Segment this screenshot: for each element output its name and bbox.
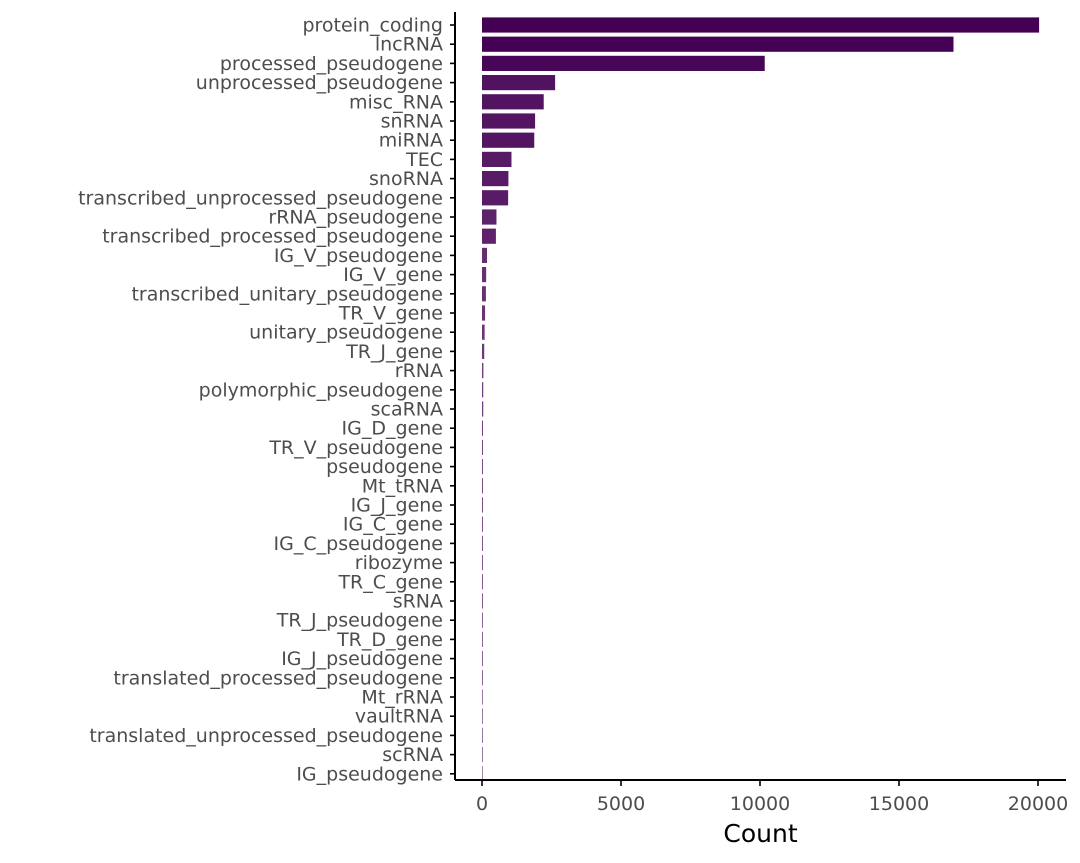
bar-IG_D_gene: [482, 420, 483, 436]
category-label: translated_processed_pseudogene: [113, 667, 443, 689]
category-label: TR_J_pseudogene: [276, 610, 443, 632]
bar-IG_V_pseudogene: [482, 247, 488, 263]
bar-ribozyme: [482, 555, 483, 571]
category-label: ribozyme: [355, 552, 443, 574]
category-label: vaultRNA: [355, 706, 443, 728]
category-label: lncRNA: [375, 34, 443, 56]
bar-TR_V_pseudogene: [482, 439, 483, 455]
bar-TR_C_gene: [482, 574, 483, 590]
x-tick-label: 15000: [869, 793, 929, 815]
bar-transcribed_processed_pseudogene: [482, 228, 496, 244]
bar-IG_C_pseudogene: [482, 535, 483, 551]
category-label: rRNA_pseudogene: [268, 207, 443, 229]
x-tick-label: 0: [476, 793, 488, 815]
x-tick-label: 5000: [597, 793, 645, 815]
category-label: TR_C_gene: [337, 571, 443, 593]
bar-IG_J_gene: [482, 497, 483, 513]
bar-rRNA_pseudogene: [482, 209, 497, 225]
bar-IG_pseudogene: [482, 766, 483, 782]
bar-translated_processed_pseudogene: [482, 670, 483, 686]
category-label: transcribed_processed_pseudogene: [102, 226, 443, 248]
category-label: protein_coding: [302, 15, 443, 37]
category-label: Mt_rRNA: [361, 687, 443, 709]
category-label: TR_J_gene: [345, 341, 443, 363]
bar-pseudogene: [482, 459, 483, 475]
bar-lncRNA: [482, 36, 954, 52]
bar-snoRNA: [482, 171, 509, 187]
category-label: snoRNA: [369, 168, 443, 190]
x-tick-label: 10000: [730, 793, 790, 815]
category-label: pseudogene: [326, 456, 443, 478]
bar-rRNA: [482, 363, 484, 379]
bar-protein_coding: [482, 17, 1040, 33]
category-label: TEC: [405, 149, 443, 171]
x-axis-title: Count: [723, 819, 797, 848]
bar-scaRNA: [482, 401, 484, 417]
category-label: IG_C_pseudogene: [274, 533, 443, 555]
bar-Mt_rRNA: [482, 689, 483, 705]
category-label: misc_RNA: [349, 91, 443, 113]
bar-TR_V_gene: [482, 305, 486, 321]
category-label: TR_V_gene: [338, 303, 443, 325]
category-label: Mt_tRNA: [362, 475, 443, 497]
bar-TEC: [482, 151, 512, 167]
category-label: scaRNA: [371, 399, 443, 421]
bar-miRNA: [482, 132, 535, 148]
category-label: miRNA: [379, 130, 443, 152]
category-label: polymorphic_pseudogene: [199, 379, 443, 401]
bar-scRNA: [482, 747, 483, 763]
bar-IG_C_gene: [482, 516, 483, 532]
category-label: IG_pseudogene: [296, 763, 443, 785]
bar-translated_unprocessed_pseudogene: [482, 727, 483, 743]
category-labels-group: protein_codinglncRNAprocessed_pseudogene…: [78, 15, 455, 785]
category-label: rRNA: [395, 360, 443, 382]
bar-polymorphic_pseudogene: [482, 382, 484, 398]
bar-TR_D_gene: [482, 631, 483, 647]
category-label: snRNA: [381, 111, 443, 133]
category-label: IG_D_gene: [342, 418, 443, 440]
bar-unitary_pseudogene: [482, 324, 485, 340]
bar-unprocessed_pseudogene: [482, 75, 556, 91]
x-tick-label: 20000: [1008, 793, 1068, 815]
category-label: IG_J_gene: [351, 495, 443, 517]
bar-TR_J_gene: [482, 343, 485, 359]
bar-sRNA: [482, 593, 483, 609]
category-label: processed_pseudogene: [220, 53, 443, 75]
bar-processed_pseudogene: [482, 55, 765, 71]
bars-group: [482, 17, 1040, 782]
bar-vaultRNA: [482, 708, 483, 724]
bar-IG_V_gene: [482, 267, 487, 283]
category-label: unprocessed_pseudogene: [196, 72, 443, 94]
bar-Mt_tRNA: [482, 478, 483, 494]
category-label: sRNA: [393, 591, 443, 613]
category-label: transcribed_unitary_pseudogene: [131, 283, 443, 305]
bar-transcribed_unprocessed_pseudogene: [482, 190, 509, 206]
category-label: TR_D_gene: [336, 629, 443, 651]
category-label: IG_V_gene: [343, 264, 443, 286]
bar-IG_J_pseudogene: [482, 651, 483, 667]
category-label: IG_V_pseudogene: [274, 245, 443, 267]
category-label: transcribed_unprocessed_pseudogene: [78, 187, 443, 209]
category-label: IG_C_gene: [343, 514, 443, 536]
category-label: TR_V_pseudogene: [268, 437, 443, 459]
category-label: unitary_pseudogene: [249, 322, 443, 344]
category-label: translated_unprocessed_pseudogene: [89, 725, 443, 747]
bar-snRNA: [482, 113, 536, 129]
x-axis-group: 0 5000 10000 15000 20000: [476, 780, 1068, 815]
bar-misc_RNA: [482, 94, 544, 110]
category-label: IG_J_pseudogene: [281, 648, 443, 670]
bar-TR_J_pseudogene: [482, 612, 483, 628]
category-label: scRNA: [382, 744, 443, 766]
bar-transcribed_unitary_pseudogene: [482, 286, 486, 302]
